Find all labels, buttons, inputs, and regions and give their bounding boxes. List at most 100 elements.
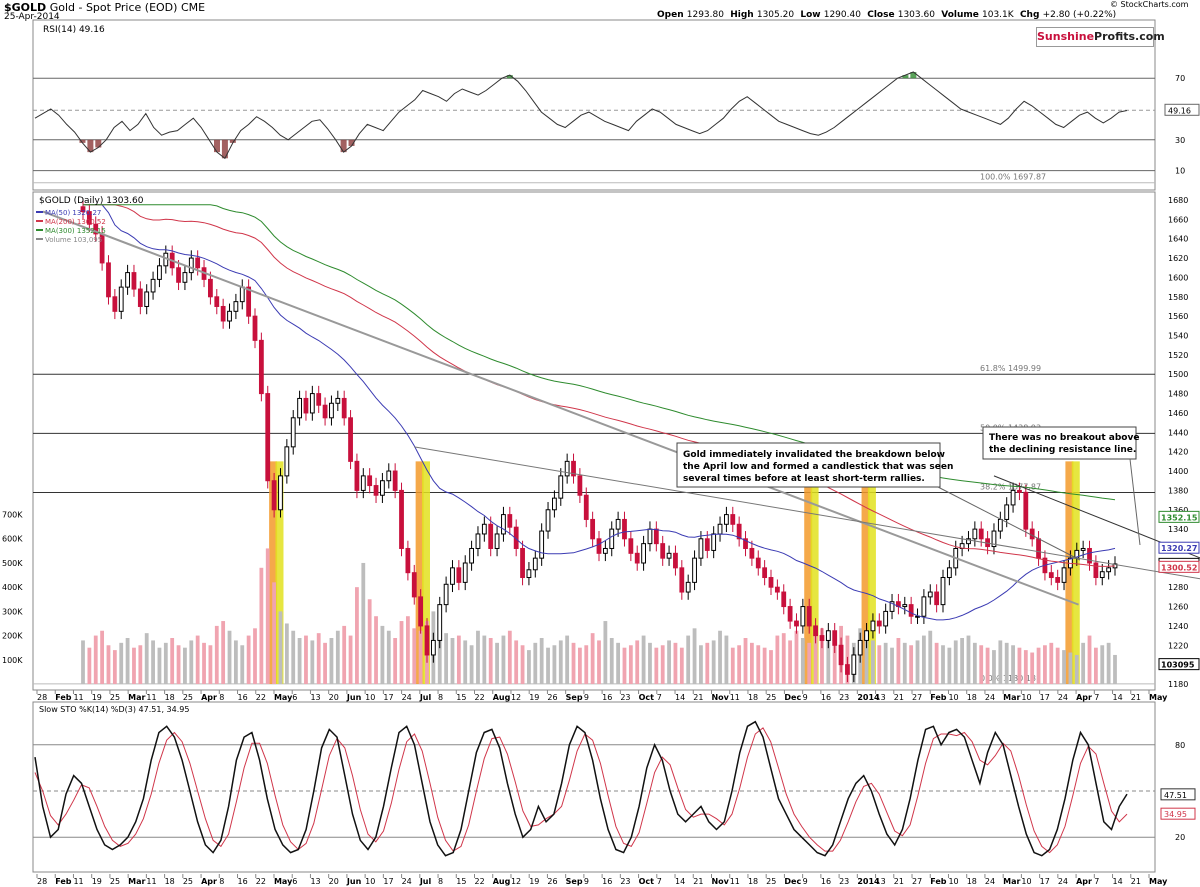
volume-bar (597, 640, 601, 684)
candle-body (762, 567, 768, 579)
candle-body (1099, 571, 1105, 579)
volume-bar (667, 640, 671, 684)
candle-body (341, 397, 347, 419)
candle-body (1004, 504, 1010, 520)
date-axis-bottom-label: 24 (402, 877, 412, 886)
volume-bar (405, 616, 410, 684)
volume-bar (941, 645, 945, 684)
volume-bar (284, 623, 289, 684)
date-axis-top-label: 15 (456, 693, 466, 702)
volume-bar (1068, 652, 1073, 684)
sto-legend: Slow STO %K(14) %D(3) 47.51, 34.95 (39, 705, 189, 714)
date-axis-top-label: 9 (803, 693, 808, 702)
price-tick-1600: 1600 (1168, 273, 1188, 282)
candle-body (469, 547, 474, 564)
volume-bar (769, 650, 773, 684)
volume-bar (826, 638, 831, 684)
volume-bar (635, 640, 640, 684)
fib-label: 100.0% 1697.87 (980, 173, 1046, 182)
price-tick-1560: 1560 (1168, 312, 1188, 321)
volume-bar (820, 628, 824, 684)
volume-bar (488, 638, 493, 684)
candle-body (125, 272, 130, 288)
volume-bar (979, 645, 984, 684)
candle-body (1055, 577, 1061, 583)
date-axis-top-label: May (274, 693, 293, 702)
volume-bar (1087, 635, 1092, 684)
volume-tick-100K: 100K (2, 656, 23, 665)
candle-body (660, 543, 666, 559)
volume-bar (514, 640, 519, 684)
volume-bar (304, 635, 308, 684)
date-axis-top-label: Jul (419, 693, 432, 702)
highlight-bar (1071, 461, 1080, 684)
legend-entry: MA(300) 1352.15 (45, 227, 106, 235)
volume-bar (686, 635, 691, 684)
date-axis-top-label: 19 (92, 693, 102, 702)
date-axis-top-label: 21 (693, 693, 703, 702)
volume-tick-300K: 300K (2, 607, 23, 616)
volume-bar (616, 642, 621, 684)
volume-bar (1093, 647, 1098, 684)
candle-body (602, 547, 608, 554)
candle-body (845, 664, 850, 675)
candle-body (309, 393, 315, 414)
candle-body (354, 460, 360, 491)
candle-body (743, 538, 748, 549)
chg-label: Chg (1019, 10, 1040, 20)
candle-body (424, 625, 430, 656)
volume-bar (476, 630, 480, 684)
price-label: 1352.15 (1161, 513, 1198, 522)
candle-body (1036, 538, 1041, 559)
date-axis-bottom-label: 16 (602, 877, 612, 886)
volume-bar (81, 640, 85, 684)
legend-entry: MA(200) 1300.52 (45, 218, 106, 226)
price-title: $GOLD (Daily) 1303.60 (39, 196, 144, 206)
candle-body (1048, 572, 1054, 579)
high-value: 1305.20 (756, 10, 795, 20)
highlight-bar (861, 461, 870, 684)
date-axis-bottom-label: Mar (1003, 877, 1020, 886)
date-axis-top-label: 24 (1058, 693, 1068, 702)
volume-bar (100, 630, 105, 684)
candle-body (704, 538, 710, 551)
date-axis-bottom-label: 9 (584, 877, 589, 886)
volume-bar (724, 635, 729, 684)
date-axis-bottom-label: 19 (529, 877, 539, 886)
sto-k-line (34, 720, 1128, 857)
rsi-overbought-fill (902, 75, 909, 79)
date-axis-top-label: 14 (675, 693, 685, 702)
annotation-2-line: the declining resistance line. (989, 445, 1136, 455)
date-axis-bottom-label: May (1149, 877, 1168, 886)
volume-bar (163, 642, 168, 684)
price-label-box (1158, 658, 1200, 671)
candle-body (86, 211, 92, 225)
candle-body (380, 480, 385, 496)
volume-bar (495, 642, 499, 684)
date-axis-bottom-label: 19 (92, 877, 102, 886)
candle-body (265, 393, 271, 482)
volume-bar (214, 625, 219, 684)
candle-body (322, 404, 328, 419)
date-axis-bottom-label: 11 (73, 877, 83, 886)
volume-bar (1017, 647, 1022, 684)
candle-body (647, 528, 653, 545)
price-tick-1620: 1620 (1168, 254, 1188, 263)
date-axis-bottom-label: 24 (985, 877, 995, 886)
volume-bar (507, 630, 512, 684)
high-label: High (730, 10, 754, 20)
volume-bar (278, 611, 283, 684)
candle-body (258, 339, 264, 395)
volume-bar (189, 640, 194, 684)
volume-bar (902, 642, 907, 684)
volume-bar (775, 635, 780, 684)
volume-bar (654, 647, 659, 684)
candle-body (577, 475, 583, 496)
candle-body (564, 460, 570, 477)
candle-body (195, 257, 201, 269)
volume-bar (335, 630, 340, 684)
candle-body (666, 552, 672, 559)
candle-body (857, 639, 863, 656)
volume-bar (1055, 647, 1060, 684)
date-axis-top-label: 8 (438, 693, 443, 702)
